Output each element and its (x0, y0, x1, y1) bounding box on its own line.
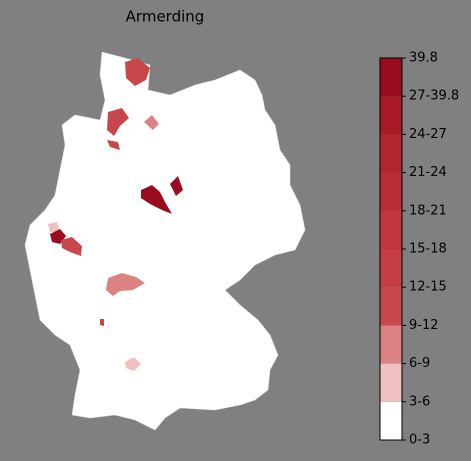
region (106, 273, 145, 296)
region (48, 222, 60, 232)
colorbar-segment (380, 134, 402, 173)
map-title: Armerding (126, 8, 205, 26)
colorbar-label: 0-3 (409, 433, 430, 448)
region (107, 140, 120, 150)
region (144, 115, 159, 130)
colorbar-label: 24-27 (409, 127, 447, 142)
colorbar-label: 6-9 (409, 356, 430, 371)
region (107, 108, 129, 136)
region (170, 176, 183, 196)
region (61, 237, 82, 256)
colorbar-segment (380, 58, 402, 97)
colorbar-label: 15-18 (409, 242, 447, 257)
colorbar-label: 18-21 (409, 203, 447, 218)
region (100, 319, 104, 326)
country-outline (24, 51, 306, 431)
colorbar-segment (380, 401, 402, 440)
colorbar-segment (380, 287, 402, 326)
colorbar-label: 9-12 (409, 318, 439, 333)
colorbar-segment (380, 325, 402, 364)
colorbar-label: 27-39.8 (409, 89, 459, 104)
colorbar-segment (380, 363, 402, 402)
colorbar-label: 21-24 (409, 165, 447, 180)
colorbar-label: 12-15 (409, 280, 447, 295)
germany-map (24, 51, 306, 431)
colorbar-label: 39.8 (409, 51, 438, 66)
colorbar-segment (380, 249, 402, 288)
colorbar-label: 3-6 (409, 394, 430, 409)
region (125, 58, 150, 86)
colorbar-segment (380, 96, 402, 135)
colorbar-segment (380, 172, 402, 211)
region (141, 185, 172, 214)
colorbar: 0-3 3-6 6-9 9-12 12-15 15-18 18-21 21-24 24-27 27… (379, 51, 459, 448)
colorbar-segment (380, 210, 402, 249)
region (125, 357, 141, 371)
